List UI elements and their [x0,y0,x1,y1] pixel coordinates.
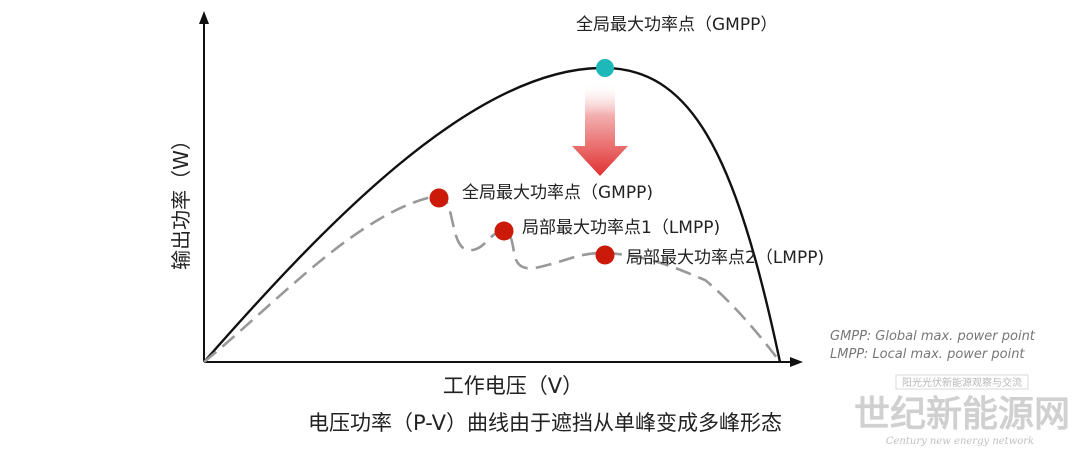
lmpp1-point [494,221,514,241]
gmpp-shaded-label: 全局最大功率点（GMPP) [462,183,653,203]
watermark-main-text: 世纪新能源网 [854,393,1070,435]
x-axis-label: 工作电压（V） [443,374,583,398]
legend-gmpp: GMPP: Global max. power point [830,329,1036,344]
y-axis-arrowhead [199,11,209,24]
lmpp2-point [595,245,615,265]
gmpp-top-label: 全局最大功率点（GMPP） [576,15,777,35]
axes [199,11,803,367]
legend-lmpp: LMPP: Local max. power point [830,347,1025,362]
watermark: 阳光光伏新能源观察与交流 世纪新能源网 Century new energy n… [854,374,1070,447]
watermark-sub-text: Century new energy network [886,436,1034,447]
gmpp-shaded-point [429,188,449,208]
x-axis-arrowhead [790,357,803,367]
gmpp-unshaded-point [596,59,614,77]
y-axis-label: 输出功率（W） [169,130,193,270]
shaded-pv-curve [203,193,782,364]
shading-arrow [572,82,628,176]
lmpp1-label: 局部最大功率点1（LMPP) [522,218,720,238]
watermark-top-text: 阳光光伏新能源观察与交流 [902,376,1022,389]
lmpp2-label: 局部最大功率点2（LMPP) [626,248,824,268]
watermark-top-box [895,374,1029,390]
figure-caption: 电压功率（P-V）曲线由于遮挡从单峰变成多峰形态 [308,411,782,435]
unshaded-pv-curve [203,66,782,363]
